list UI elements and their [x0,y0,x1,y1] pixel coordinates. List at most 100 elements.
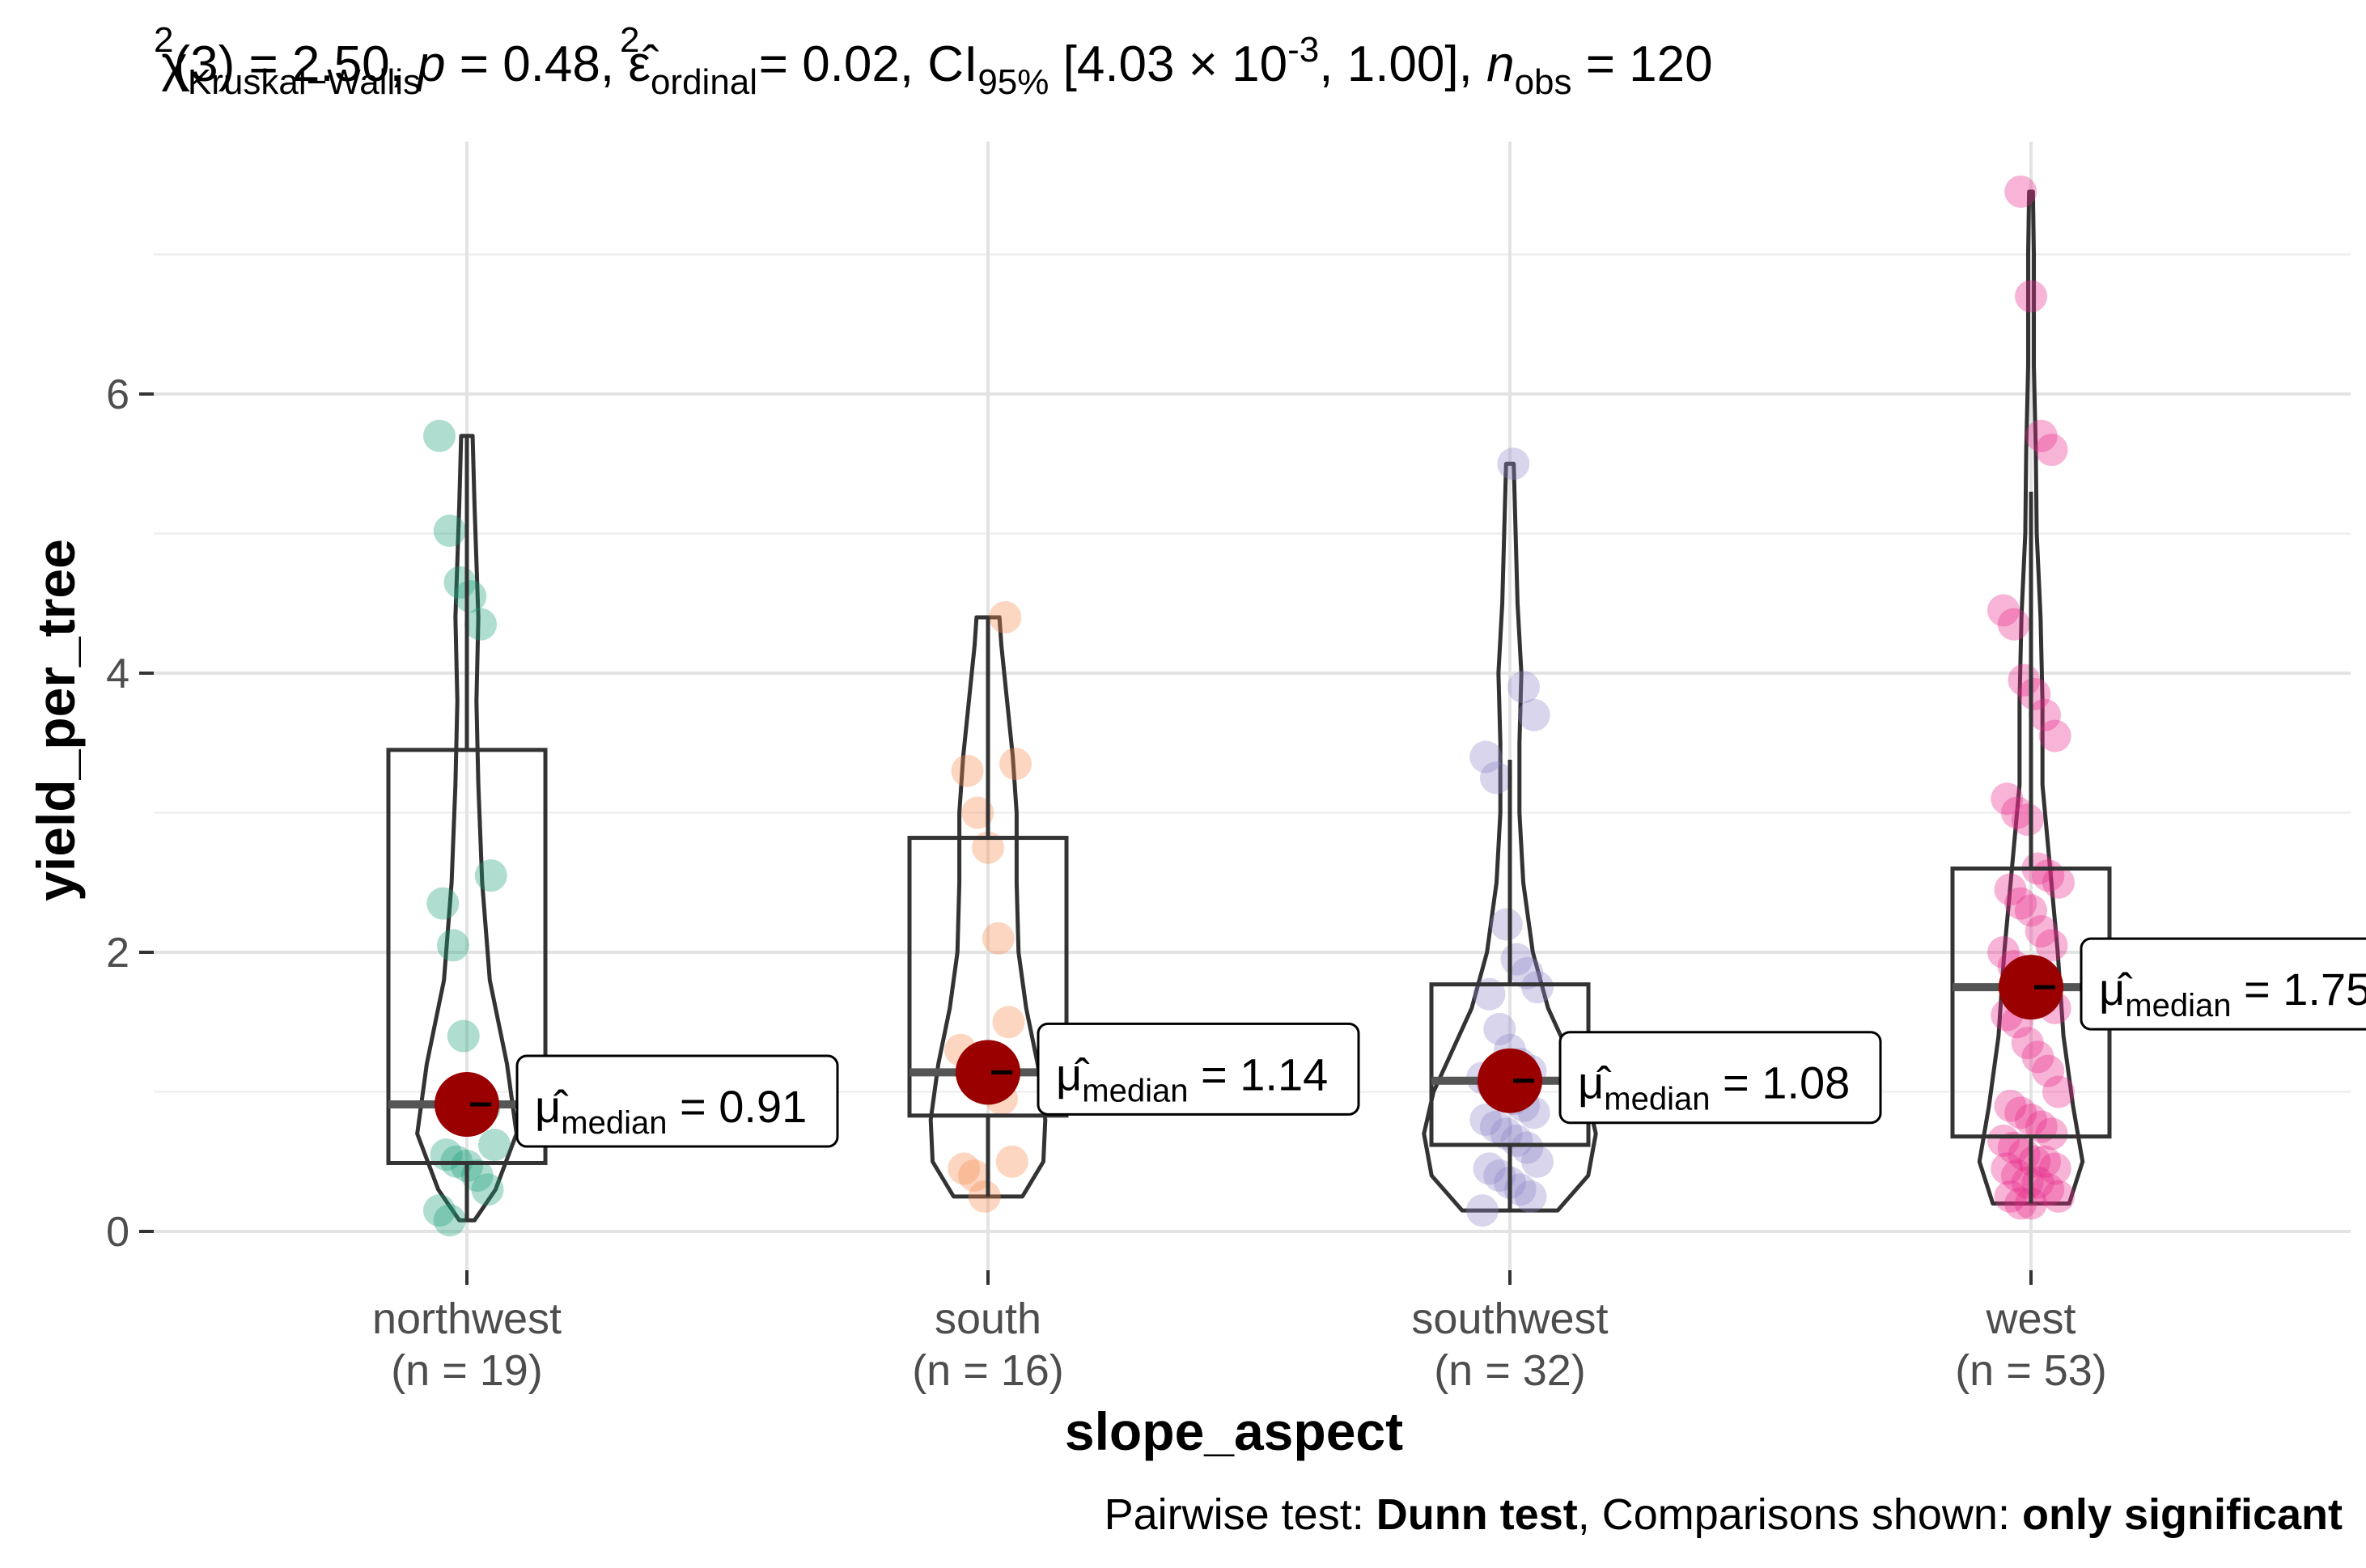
median-label-box-southwest [1558,1031,1882,1125]
median-point-west [1999,955,2063,1020]
data-point-southwest [1483,1159,1516,1192]
group-southwest: μ̂median = 1.08 [1422,447,1882,1227]
group-northwest: μ̂median = 0.91 [386,419,839,1237]
data-point-northwest [437,929,469,962]
data-point-northwest [464,608,497,641]
data-point-south [961,796,994,829]
data-point-northwest [454,580,487,613]
data-point-south [982,922,1015,955]
violin-southwest [1422,461,1598,1213]
data-point-west [2025,915,2058,948]
data-point-west [2038,1152,2071,1185]
data-point-west [2011,1166,2044,1199]
data-point-west [2004,1096,2037,1129]
data-point-south [995,1145,1028,1178]
data-point-southwest [1521,971,1554,1004]
data-point-west [1994,1180,2027,1213]
group-west: μ̂median = 1.75 [1950,175,2366,1220]
median-label-south: μ̂median = 1.14 [1056,1049,1328,1108]
data-point-west [1987,594,2020,627]
median-label-northwest: μ̂median = 0.91 [535,1081,807,1141]
median-label-box-west [2080,937,2366,1031]
median-point-southwest [1478,1048,1542,1113]
y-tick-label: 4 [106,651,129,697]
data-point-northwest [471,1173,504,1206]
data-point-west [1991,1152,2024,1185]
x-tick-count-northwest: (n = 19) [391,1346,543,1395]
data-point-west [2015,280,2047,313]
data-point-west [2021,1040,2054,1074]
data-point-west [2029,698,2061,731]
data-point-west [2015,1104,2047,1136]
data-point-west [1997,608,2030,641]
data-point-northwest [478,1129,511,1162]
data-point-west [1994,1089,2027,1122]
median-label-southwest: μ̂median = 1.08 [1578,1057,1850,1117]
data-point-southwest [1503,1173,1537,1206]
data-point-southwest [1469,1104,1503,1136]
x-tick-label-south: south [935,1295,1041,1343]
median-point-northwest [435,1072,499,1138]
data-point-west [2035,1117,2068,1151]
data-point-south [948,1152,981,1185]
data-point-southwest [1507,671,1540,704]
data-point-southwest [1473,1152,1506,1185]
data-point-southwest [1521,1145,1554,1178]
x-axis-title: slope_aspect [1065,1401,1403,1461]
data-point-southwest [1466,1194,1499,1227]
data-point-west [1991,782,2024,816]
data-point-west [1994,873,2027,906]
data-point-southwest [1511,956,1544,990]
data-point-west [2042,1075,2075,1108]
x-tick-count-west: (n = 53) [1955,1346,2107,1395]
data-point-southwest [1483,1012,1516,1045]
data-point-southwest [1497,447,1530,481]
x-tick-label-southwest: southwest [1411,1295,1608,1343]
data-point-northwest [447,1019,480,1053]
y-axis-title: yield_per_tree [26,539,86,901]
data-point-west [2004,887,2037,920]
data-point-northwest [433,1204,466,1237]
median-label-box-northwest [515,1054,839,1148]
data-point-southwest [1514,1180,1547,1213]
data-point-south [968,1180,1001,1213]
data-point-south [992,1006,1025,1039]
data-point-northwest [474,859,507,892]
y-tick-label: 0 [106,1209,129,1256]
data-point-south [951,754,984,787]
x-tick-label-northwest: northwest [372,1295,562,1343]
data-point-west [1987,936,2020,968]
x-tick-label-west: west [1985,1295,2076,1343]
data-point-west [2035,929,2068,962]
data-point-west [2001,1159,2033,1192]
group-south: μ̂median = 1.14 [907,601,1360,1213]
data-groups: μ̂median = 0.91 μ̂median = 1.14 μ̂median =… [386,175,2366,1237]
median-label-box-south [1037,1022,1360,1116]
data-point-southwest [1511,1131,1544,1164]
data-point-southwest [1490,1117,1523,1151]
data-point-northwest [426,887,460,920]
chart-title: χKruskal−Wallis2(3) = 2.50, p = 0.48, ε̂… [154,20,1713,102]
data-point-west [1997,1131,2030,1164]
data-point-west [2035,434,2068,466]
data-point-west [2038,719,2071,752]
data-point-west [2011,1027,2044,1060]
data-point-west [2042,1180,2075,1213]
data-point-west [2004,1187,2037,1220]
data-point-west [2018,677,2051,710]
data-point-west [2011,803,2044,837]
median-point-south [956,1040,1020,1105]
y-tick-label: 2 [106,930,129,977]
data-point-northwest [423,1194,456,1227]
x-tick-count-south: (n = 16) [912,1346,1064,1395]
data-point-west [2004,175,2037,208]
data-point-south [958,1159,990,1192]
data-point-northwest [423,419,456,452]
violin-south [928,615,1048,1199]
violin-northwest [415,434,519,1223]
data-point-southwest [1480,761,1512,795]
data-point-northwest [433,515,466,548]
data-point-west [2015,894,2047,927]
data-point-west [2029,1145,2061,1178]
